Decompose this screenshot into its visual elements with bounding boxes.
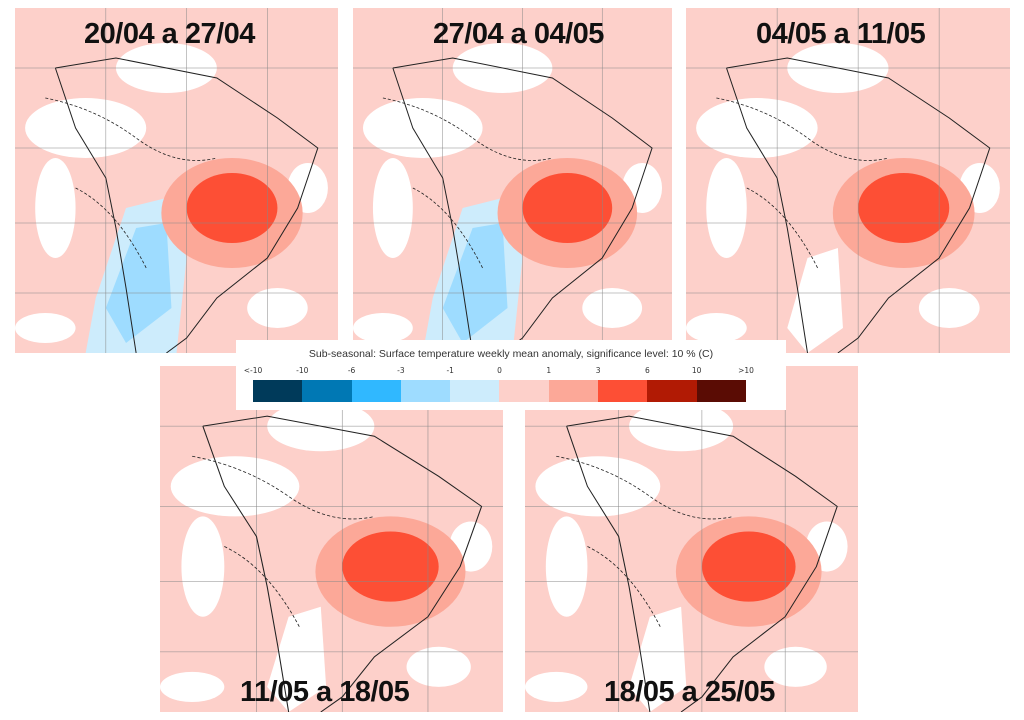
- colorbar-swatch: [598, 380, 648, 402]
- cold-anomaly-area: [442, 223, 508, 343]
- hot-anomaly-area: [342, 531, 439, 602]
- non-significant-area: [353, 313, 413, 343]
- colorbar-tick: <-10: [243, 366, 263, 375]
- hot-anomaly-area: [186, 173, 278, 243]
- colorbar-tick: -3: [397, 366, 405, 375]
- colorbar-swatch: [647, 380, 697, 402]
- map-panel-4: [160, 366, 503, 712]
- non-significant-area: [170, 456, 300, 517]
- non-significant-area: [545, 516, 588, 617]
- coastline: [566, 415, 838, 712]
- colorbar-tick: 1: [546, 366, 552, 375]
- panel-title-1: 20/04 a 27/04: [84, 18, 255, 50]
- colorbar-swatch: [696, 380, 746, 402]
- non-significant-area: [629, 606, 687, 712]
- non-significant-area: [267, 606, 327, 712]
- colorbar-swatch: [499, 380, 549, 402]
- colorbar-legend: Sub-seasonal: Surface temperature weekly…: [236, 340, 786, 410]
- panel-title-2: 27/04 a 04/05: [433, 18, 604, 50]
- coastline: [726, 57, 991, 353]
- non-significant-area: [686, 313, 747, 343]
- hot-anomaly-area: [701, 531, 796, 602]
- panel-title-3: 04/05 a 11/05: [756, 18, 926, 50]
- map-panel-1: [15, 8, 338, 353]
- non-significant-area: [764, 646, 827, 687]
- colorbar-tick: -1: [446, 366, 454, 375]
- coastline: [202, 415, 483, 712]
- map-panel-2: [353, 8, 672, 353]
- hot-anomaly-area: [522, 173, 613, 243]
- coastline: [392, 57, 653, 353]
- non-significant-area: [181, 516, 225, 617]
- non-significant-area: [372, 158, 413, 258]
- hot-anomaly-area: [858, 173, 950, 243]
- colorbar-swatch: [351, 380, 401, 402]
- anomaly-map: [353, 8, 672, 353]
- coastline: [54, 57, 319, 353]
- map-panel-5: [525, 366, 858, 712]
- colorbar-swatch: [400, 380, 451, 402]
- colorbar-tick: >10: [738, 366, 754, 375]
- anomaly-map: [15, 8, 338, 353]
- non-significant-area: [406, 646, 471, 687]
- colorbar-tick: 0: [497, 366, 502, 375]
- anomaly-map: [160, 366, 503, 712]
- non-significant-area: [25, 98, 147, 158]
- non-significant-area: [15, 313, 76, 343]
- non-significant-area: [362, 98, 483, 158]
- cold-anomaly-area: [105, 223, 172, 343]
- significance-contour: [382, 97, 553, 269]
- non-significant-area: [706, 158, 747, 258]
- non-significant-area: [535, 456, 661, 517]
- colorbar-tick: -6: [347, 366, 356, 375]
- non-significant-area: [247, 288, 308, 328]
- colorbar-swatch: [253, 380, 303, 402]
- panel-title-4: 11/05 a 18/05: [240, 676, 410, 708]
- non-significant-area: [696, 98, 818, 158]
- non-significant-area: [582, 288, 643, 328]
- anomaly-map: [686, 8, 1010, 353]
- non-significant-area: [918, 288, 980, 328]
- colorbar-tick: -10: [296, 366, 309, 375]
- map-panel-3: [686, 8, 1010, 353]
- colorbar-tick: 10: [691, 366, 702, 375]
- colorbar-swatch: [548, 380, 599, 402]
- colorbar-title: Sub-seasonal: Surface temperature weekly…: [308, 348, 714, 360]
- colorbar-tick: 3: [595, 366, 601, 375]
- anomaly-map: [525, 366, 858, 712]
- colorbar-swatch: [302, 380, 352, 402]
- non-significant-area: [35, 158, 76, 258]
- non-significant-area: [787, 248, 843, 353]
- colorbar-tick: 6: [645, 366, 650, 375]
- non-significant-area: [160, 671, 225, 702]
- colorbar-swatch: [450, 380, 500, 402]
- panel-title-5: 18/05 a 25/05: [604, 676, 775, 708]
- non-significant-area: [525, 671, 588, 702]
